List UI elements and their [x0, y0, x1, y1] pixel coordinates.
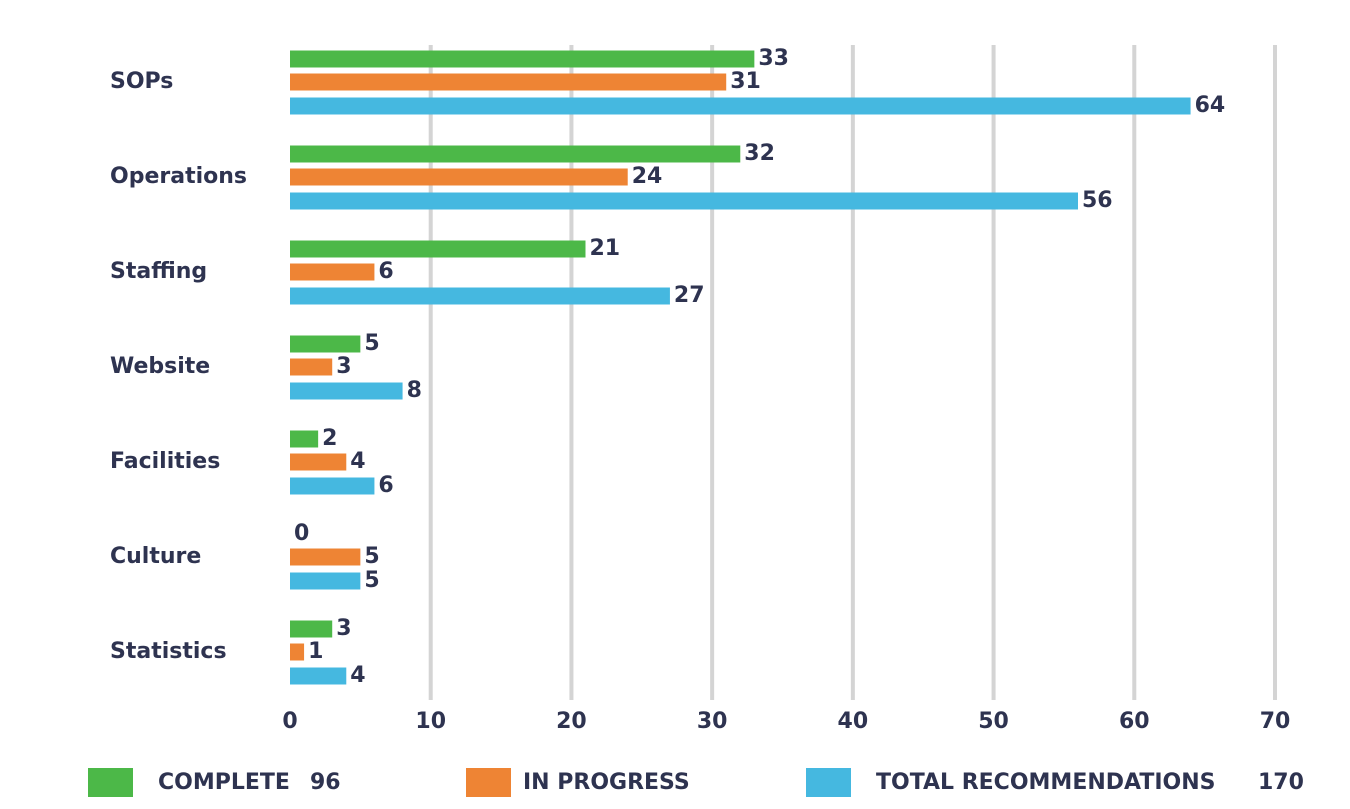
bar: [290, 382, 403, 400]
legend-swatch: [466, 768, 511, 797]
bar: [290, 145, 741, 163]
value-label: 1: [308, 639, 323, 664]
x-tick-label: 50: [978, 709, 1009, 734]
value-label: 4: [350, 449, 365, 474]
bar: [290, 643, 305, 661]
value-label: 6: [378, 473, 393, 498]
value-label: 6: [378, 259, 393, 284]
bar: [290, 192, 1078, 210]
value-label: 24: [632, 164, 663, 189]
legend-label: COMPLETE: [158, 770, 290, 795]
bar: [290, 358, 333, 376]
x-tick-label: 70: [1260, 709, 1291, 734]
x-tick-label: 40: [838, 709, 869, 734]
value-label: 33: [758, 46, 789, 71]
value-label: 2: [322, 426, 337, 451]
legend-label: TOTAL RECOMMENDATIONS: [876, 770, 1216, 795]
bar: [290, 97, 1191, 115]
x-tick-label: 30: [697, 709, 728, 734]
bar: [290, 263, 375, 281]
category-label: Facilities: [110, 449, 220, 474]
bar: [290, 50, 755, 68]
bar: [290, 335, 361, 353]
bar: [290, 73, 727, 91]
value-label: 4: [350, 663, 365, 688]
value-label: 5: [364, 331, 379, 356]
bar: [290, 477, 375, 495]
value-label: 21: [590, 236, 621, 261]
x-tick-label: 0: [282, 709, 297, 734]
bar: [290, 548, 361, 566]
x-tick-label: 10: [415, 709, 446, 734]
value-label: 0: [294, 521, 309, 546]
value-label: 3: [336, 354, 351, 379]
value-label: 5: [364, 568, 379, 593]
category-label: Statistics: [110, 639, 227, 664]
value-label: 5: [364, 544, 379, 569]
value-label: 64: [1195, 93, 1226, 118]
bar: [290, 430, 319, 448]
x-tick-label: 60: [1119, 709, 1150, 734]
bar: [290, 240, 586, 258]
value-label: 56: [1082, 188, 1113, 213]
bar: [290, 667, 347, 685]
legend-swatch: [806, 768, 851, 797]
x-tick-label: 20: [556, 709, 587, 734]
value-label: 31: [730, 69, 761, 94]
category-label: Culture: [110, 544, 201, 569]
value-label: 3: [336, 616, 351, 641]
category-label: Website: [110, 354, 210, 379]
value-label: 32: [744, 141, 775, 166]
value-label: 27: [674, 283, 705, 308]
category-label: Staffing: [110, 259, 207, 284]
legend-total: 96: [310, 770, 341, 795]
bar: [290, 572, 361, 590]
legend-total: 170: [1258, 770, 1304, 795]
bar: [290, 168, 628, 186]
value-label: 8: [407, 378, 422, 403]
legend-swatch: [88, 768, 133, 797]
bar: [290, 453, 347, 471]
category-label: SOPs: [110, 69, 173, 94]
bar: [290, 287, 670, 305]
bar: [290, 620, 333, 638]
legend-label: IN PROGRESS: [523, 770, 690, 795]
category-label: Operations: [110, 164, 247, 189]
